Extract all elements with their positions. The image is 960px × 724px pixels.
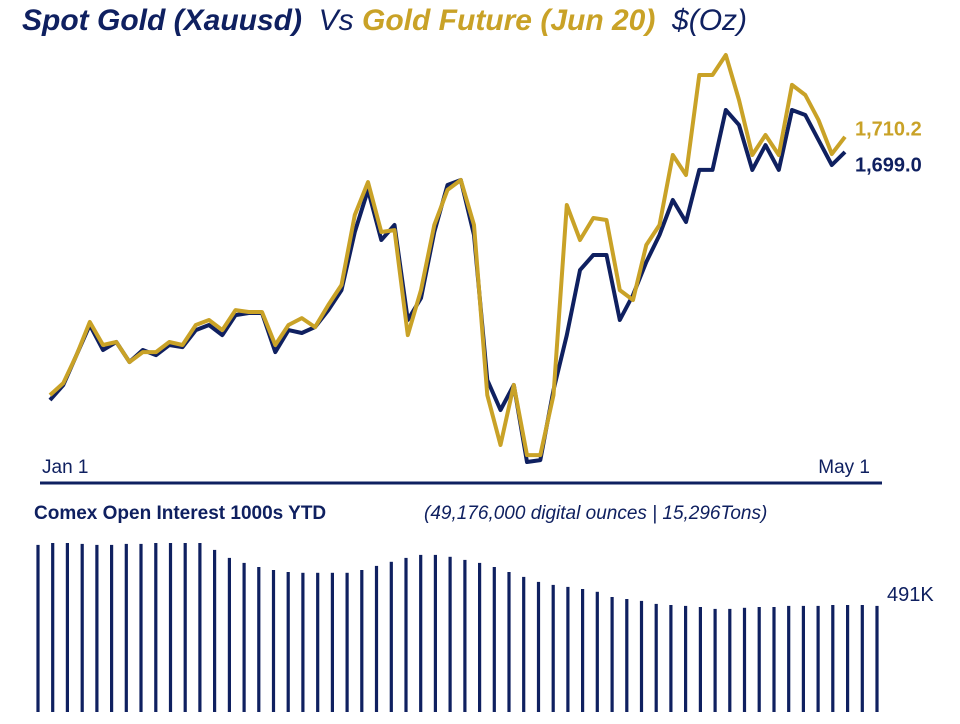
bar [433,554,437,712]
bar [139,543,143,712]
bar [227,557,231,712]
bar [846,605,850,712]
bar [581,589,585,712]
title-future: Gold Future (Jun 20) [362,4,656,37]
bar [522,576,526,712]
line-1 [48,53,847,458]
title-unit: $(Oz) [672,4,748,37]
bar [507,572,511,712]
bar [742,607,747,712]
chart-title: Spot Gold (Xauusd) Vs Gold Future (Jun 2… [22,4,747,38]
bar [345,572,349,712]
bar [448,556,452,712]
x-tick-label: May 1 [818,457,870,478]
bar-subtitle: (49,176,000 digital ounces | 15,296Tons) [424,503,767,524]
bar [639,600,644,712]
line-0 [48,108,847,464]
bar [168,543,173,712]
bar [831,605,835,712]
x-tick-label: Jan 1 [42,457,88,478]
bar [110,544,114,712]
bar [316,572,320,712]
bar [183,543,187,712]
bar [198,543,202,712]
bar [95,544,99,712]
bar [124,543,128,712]
bar [242,562,246,712]
bar [654,603,658,712]
bar [713,608,717,712]
bar [478,562,482,712]
bar [360,570,364,712]
bar [389,561,393,712]
bar [757,607,761,712]
bar [154,543,158,712]
bar [419,554,423,712]
bar [80,543,84,712]
value-label: 491K [887,584,934,606]
bar [374,565,379,712]
bar [301,572,305,712]
bar [698,607,702,712]
bar [595,591,599,712]
bar [669,605,673,712]
bar [463,559,467,712]
title-spot: Spot Gold (Xauusd) [22,4,302,37]
bar-title: Comex Open Interest 1000s YTD [34,503,326,524]
bar [286,572,290,712]
bar [492,567,496,712]
bar [816,605,820,712]
bar [257,567,261,712]
bar [684,605,688,712]
end-label: 1,699.0 [855,154,922,176]
end-label: 1,710.2 [855,118,922,140]
bar [566,586,570,712]
bar [404,557,408,712]
bar [772,607,776,712]
bar [801,605,805,712]
bar [271,570,276,712]
bar [36,544,40,712]
bar [65,543,69,712]
bar [330,572,334,712]
bar [51,543,55,712]
bar [213,549,217,712]
bar [625,599,629,712]
bar [875,605,879,712]
bar [551,584,555,712]
bar [787,605,791,712]
bar [860,605,864,712]
title-joiner: Vs [318,4,354,37]
bar [610,597,614,712]
bar [536,581,541,712]
bar [728,608,732,712]
